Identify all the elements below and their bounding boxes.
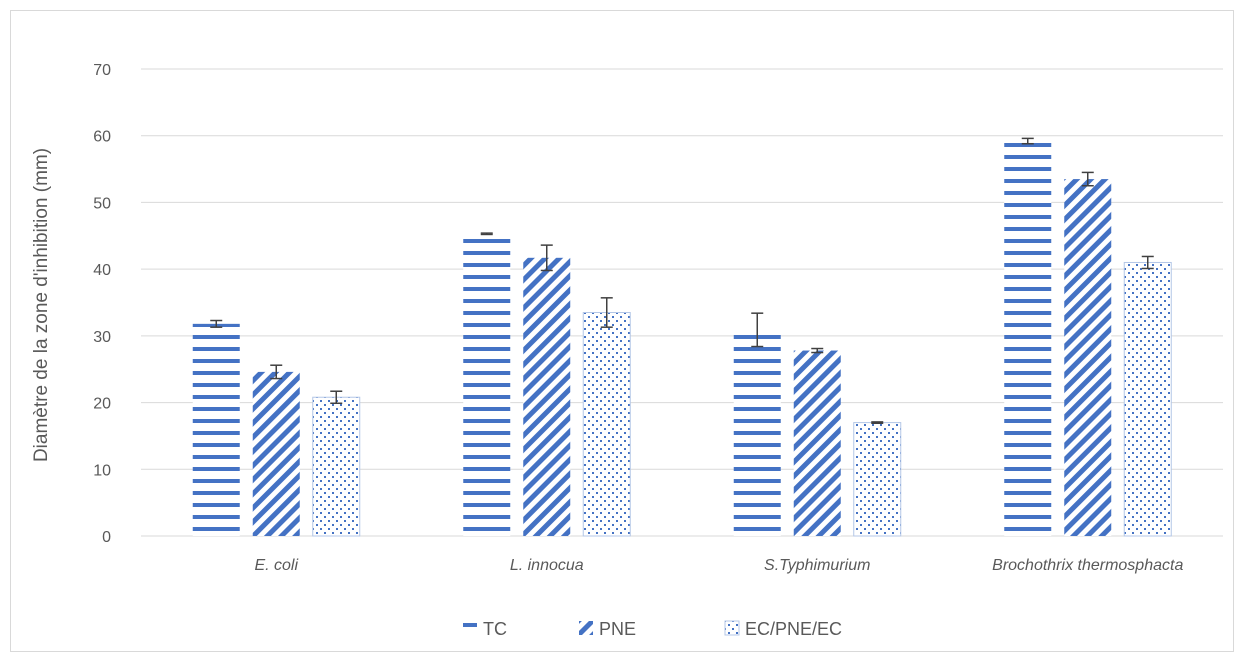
bar-tc: [733, 329, 781, 536]
x-category-label: S.Typhimurium: [764, 557, 870, 574]
y-axis-title: Diamètre de la zone d'inhibition (mm): [31, 148, 52, 462]
bar-pne: [523, 257, 571, 536]
y-tick-label: 50: [93, 195, 111, 212]
bar-tc: [1004, 141, 1052, 536]
legend-swatch: [463, 621, 477, 635]
error-bar: [751, 312, 764, 348]
bars: [192, 141, 1172, 537]
y-tick-label: 30: [93, 329, 111, 346]
error-bar: [871, 421, 884, 425]
x-category-label: L. innocua: [510, 557, 584, 574]
bar-ec-pne-ec: [582, 312, 631, 537]
y-tick-label: 70: [93, 62, 111, 79]
bar-ec-pne-ec: [1123, 261, 1172, 537]
bar-pne: [1064, 179, 1112, 537]
y-tick-label: 20: [93, 396, 111, 413]
error-bar: [811, 347, 824, 354]
x-category-label: E. coli: [254, 557, 298, 574]
error-bar: [1081, 171, 1094, 187]
error-bar: [480, 232, 493, 236]
legend-label: EC/PNE/EC: [745, 619, 842, 639]
error-bar: [1021, 137, 1034, 145]
legend-item: PNE: [579, 619, 636, 639]
legend: TC PNE EC/PNE/EC: [463, 619, 842, 639]
error-bar: [210, 319, 223, 328]
legend-item: TC: [463, 619, 507, 639]
y-tick-label: 0: [102, 529, 111, 546]
gridlines: [141, 68, 1223, 537]
error-bar: [1141, 255, 1154, 270]
chart-frame: 0 10 20 30 40 50 60 70 E. coli L. innocua S.Typhi…: [10, 10, 1234, 652]
x-axis-categories: E. coli L. innocua S.Typhimurium Brochothri…: [254, 557, 1183, 574]
legend-label: TC: [483, 619, 507, 639]
bar-chart: 0 10 20 30 40 50 60 70 E. coli L. innocua S.Typhi…: [31, 62, 1223, 639]
y-tick-label: 10: [93, 462, 111, 479]
legend-swatch: [724, 620, 740, 636]
x-category-label: Brochothrix thermosphacta: [992, 557, 1183, 574]
y-tick-label: 40: [93, 262, 111, 279]
y-tick-label: 60: [93, 129, 111, 146]
bar-pne: [793, 350, 841, 536]
error-bar: [270, 364, 283, 380]
legend-label: PNE: [599, 619, 636, 639]
y-axis-ticks: 0 10 20 30 40 50 60 70: [93, 62, 111, 546]
bar-pne: [252, 371, 300, 536]
legend-item: EC/PNE/EC: [724, 619, 842, 639]
bar-ec-pne-ec: [853, 422, 902, 537]
error-bars: [210, 137, 1154, 425]
error-bar: [600, 297, 613, 328]
bar-tc: [192, 323, 240, 536]
bar-tc: [463, 233, 511, 536]
error-bar: [330, 390, 343, 404]
error-bar: [540, 244, 553, 272]
bar-ec-pne-ec: [312, 396, 361, 537]
legend-swatch: [579, 621, 593, 635]
